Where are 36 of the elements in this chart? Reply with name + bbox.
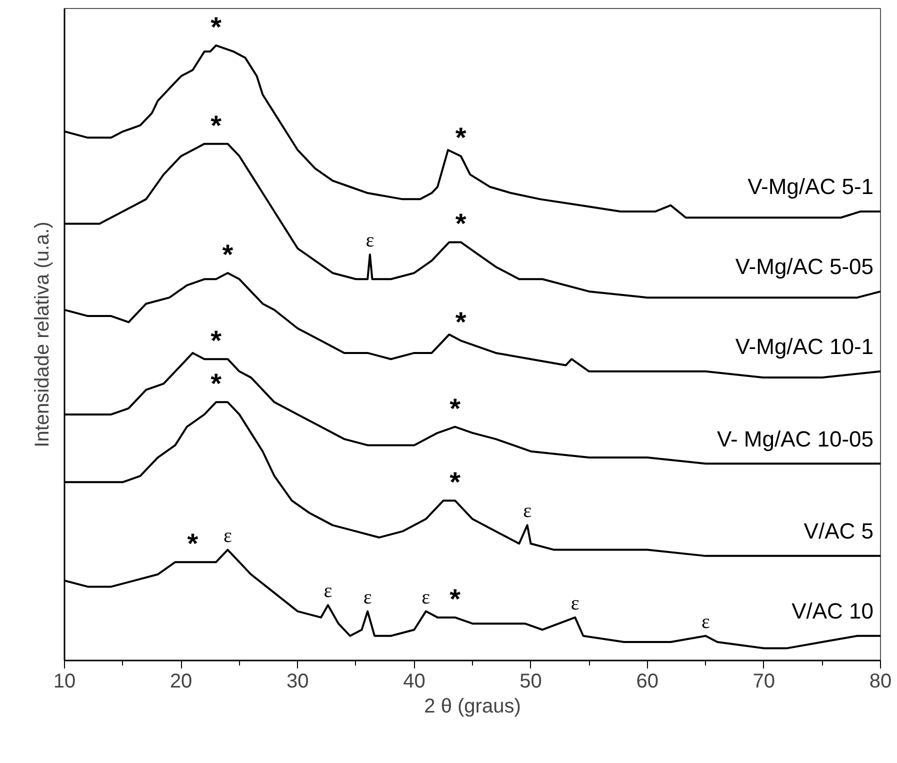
series-label: V-Mg/AC 5-05 bbox=[735, 254, 874, 280]
x-tick-label: 70 bbox=[752, 670, 776, 692]
annotation: ε bbox=[224, 524, 232, 547]
series-label: V- Mg/AC 10-05 bbox=[716, 426, 874, 452]
annotation: * bbox=[210, 110, 222, 141]
series-label: V-Mg/AC 10-1 bbox=[735, 334, 874, 360]
annotation: * bbox=[455, 122, 466, 154]
annotation: ε bbox=[701, 610, 710, 633]
annotation: * bbox=[450, 583, 461, 614]
series-label: V-Mg/AC 5-1 bbox=[748, 174, 874, 200]
x-tick-label: 30 bbox=[286, 670, 309, 692]
annotation: * bbox=[450, 466, 461, 498]
annotation: ε bbox=[422, 586, 430, 608]
annotation: ε bbox=[324, 580, 332, 602]
annotation: ε bbox=[523, 500, 532, 522]
series-label: V/AC 10 bbox=[792, 598, 874, 624]
x-tick-label: 50 bbox=[520, 670, 542, 692]
annotation: * bbox=[210, 368, 222, 400]
x-axis-title: 2 θ (graus) bbox=[424, 696, 521, 718]
annotation: * bbox=[222, 238, 234, 270]
x-tick-label: 20 bbox=[170, 670, 192, 692]
annotation: * bbox=[210, 325, 222, 356]
y-axis-title: Intensidade relativa (u.a.) bbox=[32, 222, 54, 448]
annotation: ε bbox=[363, 586, 372, 608]
annotation: ε bbox=[570, 592, 580, 614]
annotation: * bbox=[210, 11, 222, 42]
x-tick-label: 80 bbox=[869, 670, 892, 692]
annotation: * bbox=[455, 306, 466, 338]
series-label: V/AC 5 bbox=[804, 518, 874, 544]
annotation: * bbox=[450, 392, 461, 424]
annotation: * bbox=[455, 208, 466, 240]
x-tick-label: 40 bbox=[403, 670, 426, 692]
annotation: ε bbox=[366, 230, 374, 252]
x-tick-label: 10 bbox=[53, 670, 76, 692]
annotation: * bbox=[187, 528, 198, 560]
x-tick-label: 60 bbox=[636, 670, 658, 692]
